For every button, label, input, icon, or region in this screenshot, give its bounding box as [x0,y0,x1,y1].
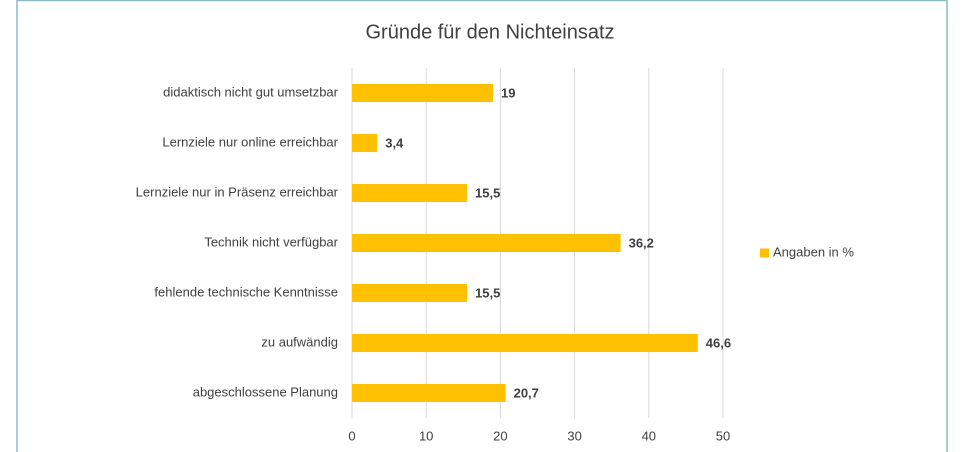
y-tick-label: Lernziele nur online erreichbar [162,134,338,149]
x-tick-label: 0 [348,428,355,443]
legend-swatch [760,248,769,258]
chart-title: Gründe für den Nichteinsatz [365,21,614,43]
bar [352,134,378,152]
data-label: 19 [501,85,515,100]
bar [352,284,468,302]
bar [352,334,698,352]
chart-frame [16,0,948,452]
x-tick-label: 50 [716,428,730,443]
data-label: 20,7 [514,385,539,400]
y-tick-label: Technik nicht verfügbar [204,234,338,249]
bar [352,234,621,252]
data-label: 46,6 [706,335,731,350]
x-tick-label: 40 [642,428,656,443]
x-tick-label: 30 [567,428,581,443]
y-tick-label: fehlende technische Kenntnisse [154,284,338,299]
data-label: 15,5 [475,185,500,200]
data-label: 3,4 [385,135,404,150]
data-label: 36,2 [629,235,654,250]
y-tick-label: Lernziele nur in Präsenz erreichbar [136,184,339,199]
bar [352,84,493,102]
bar [352,184,468,202]
x-tick-label: 20 [493,428,507,443]
y-tick-label: abgeschlossene Planung [193,384,338,399]
y-tick-label: zu aufwändig [261,334,338,349]
y-tick-label: didaktisch nicht gut umsetzbar [163,84,339,99]
data-label: 15,5 [475,285,500,300]
x-tick-label: 10 [419,428,433,443]
bar [352,384,506,402]
legend-label: Angaben in % [773,244,854,259]
